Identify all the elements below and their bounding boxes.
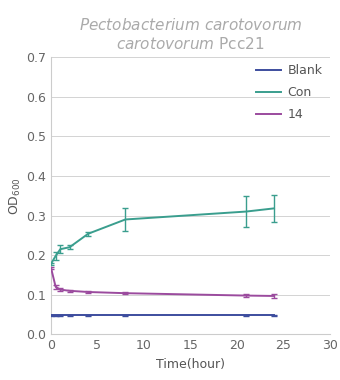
Legend: Blank, Con, 14: Blank, Con, 14 bbox=[251, 60, 327, 126]
X-axis label: Time(hour): Time(hour) bbox=[156, 358, 225, 371]
Title: $\it{Pectobacterium\ carotovorum}$
$\it{carotovorum}$ Pcc21: $\it{Pectobacterium\ carotovorum}$ $\it{… bbox=[79, 17, 302, 52]
Y-axis label: OD$_{600}$: OD$_{600}$ bbox=[8, 177, 23, 215]
